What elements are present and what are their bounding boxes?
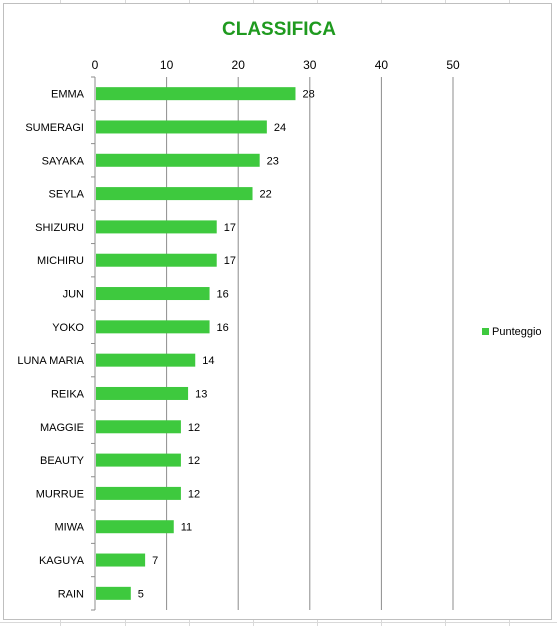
chart-area[interactable]: CLASSIFICA 0 10 20 30 40 50 EMMA SUMERAGI SAYAK…	[3, 3, 552, 620]
bar[interactable]	[96, 586, 131, 600]
bar[interactable]	[96, 287, 210, 301]
bars	[96, 87, 296, 600]
y-axis-categories: EMMA SUMERAGI SAYAKA SEYLA SHIZURU MICHIRU JUN…	[17, 76, 95, 611]
bar[interactable]	[96, 386, 189, 400]
bar[interactable]	[96, 220, 217, 234]
category-label: MICHIRU	[37, 255, 84, 267]
bar[interactable]	[96, 320, 210, 334]
category-label: EMMA	[51, 89, 85, 101]
x-tick-label: 20	[232, 58, 246, 72]
category-label: SUMERAGI	[25, 122, 84, 134]
data-label: 17	[224, 222, 236, 234]
data-label: 14	[202, 355, 214, 367]
data-label: 22	[260, 189, 272, 201]
bar[interactable]	[96, 187, 253, 201]
category-label: MIWA	[54, 522, 84, 534]
bar[interactable]	[96, 520, 174, 534]
data-labels: 28 24 23 22 17 17 16 16 14 13 12 12 12 11 7 5	[138, 89, 315, 601]
category-label: KAGUYA	[39, 555, 85, 567]
bar[interactable]	[96, 553, 146, 567]
data-label: 24	[274, 122, 286, 134]
bar[interactable]	[96, 253, 217, 267]
category-label: REIKA	[51, 388, 85, 400]
legend-swatch	[482, 328, 489, 335]
bar[interactable]	[96, 153, 260, 167]
x-tick-label: 10	[160, 58, 174, 72]
bar[interactable]	[96, 420, 181, 434]
category-label: MAGGIE	[40, 422, 84, 434]
category-label: SAYAKA	[42, 155, 85, 167]
data-label: 13	[195, 388, 207, 400]
legend-label: Punteggio	[492, 326, 542, 338]
data-label: 12	[188, 488, 200, 500]
category-label: YOKO	[52, 322, 84, 334]
x-tick-label: 0	[92, 58, 99, 72]
data-label: 28	[302, 89, 314, 101]
data-label: 23	[267, 155, 279, 167]
bar[interactable]	[96, 486, 181, 500]
bar[interactable]	[96, 453, 181, 467]
data-label: 16	[217, 289, 229, 301]
x-tick-label: 30	[303, 58, 317, 72]
category-label: BEAUTY	[40, 455, 85, 467]
x-axis-ticks: 0 10 20 30 40 50	[92, 58, 460, 72]
data-label: 16	[217, 322, 229, 334]
legend[interactable]: Punteggio	[482, 326, 542, 338]
category-label: RAIN	[58, 588, 84, 600]
bar[interactable]	[96, 87, 296, 101]
chart-title: CLASSIFICA	[222, 19, 336, 40]
bar-chart: CLASSIFICA 0 10 20 30 40 50 EMMA SUMERAGI SAYAK…	[17, 19, 542, 611]
data-label: 12	[188, 422, 200, 434]
data-label: 5	[138, 588, 144, 600]
category-label: LUNA MARIA	[17, 355, 84, 367]
category-label: SHIZURU	[35, 222, 84, 234]
bar[interactable]	[96, 120, 267, 134]
data-label: 11	[181, 522, 192, 534]
x-tick-label: 40	[375, 58, 389, 72]
data-label: 12	[188, 455, 200, 467]
category-label: JUN	[63, 289, 84, 301]
bar[interactable]	[96, 353, 196, 367]
cell-gridline	[0, 622, 557, 623]
category-label: MURRUE	[36, 488, 84, 500]
x-tick-label: 50	[446, 58, 460, 72]
data-label: 17	[224, 255, 236, 267]
data-label: 7	[152, 555, 158, 567]
category-label: SEYLA	[49, 189, 85, 201]
